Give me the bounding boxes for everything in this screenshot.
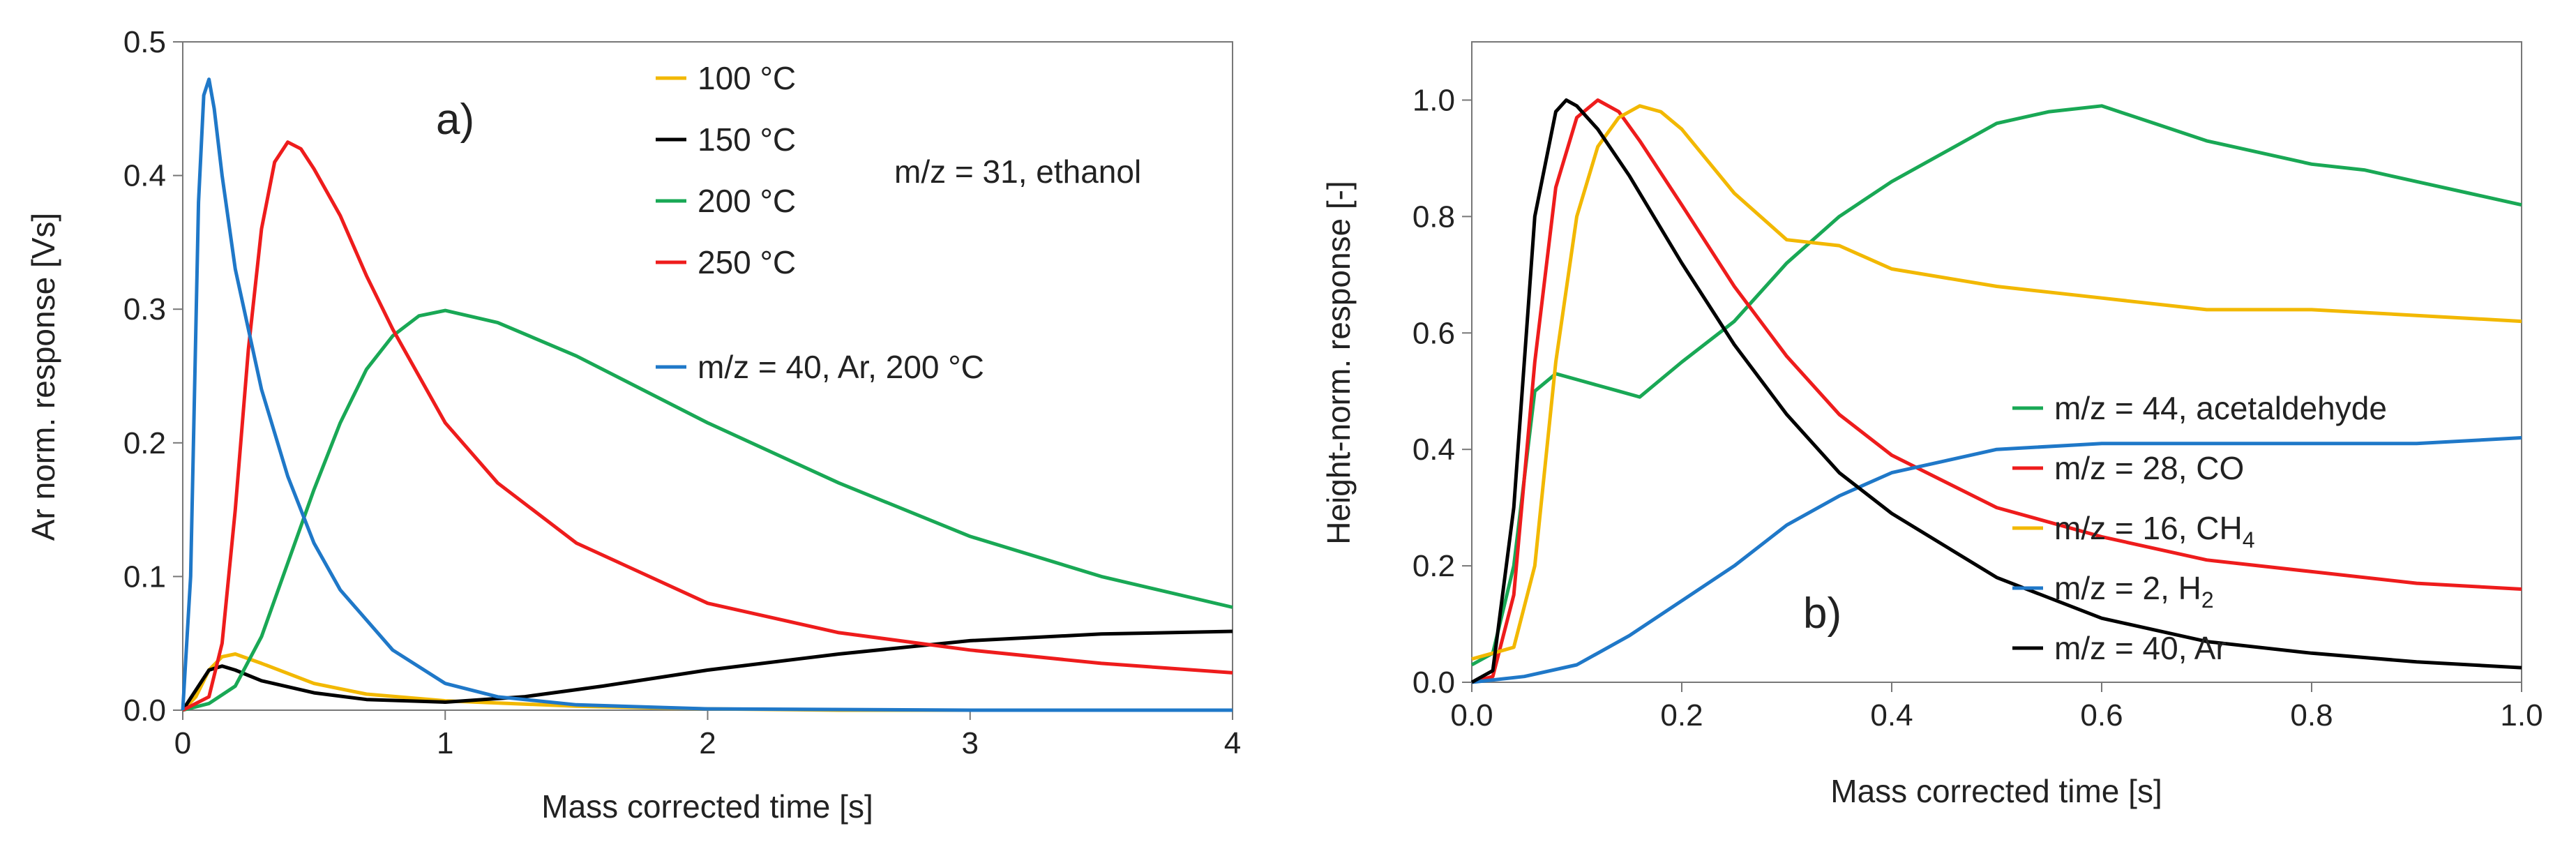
panel-a-xtick-label: 3: [962, 726, 979, 760]
panel-b-ylabel: Height-norm. response [-]: [1320, 181, 1357, 545]
legend-label-text: 200 °C: [698, 183, 796, 219]
panel-a-legend-label: 150 °C: [698, 121, 796, 158]
panel-b-legend-label: m/z = 16, CH4: [2054, 510, 2255, 553]
panel-b-xtick-label: 0.6: [2080, 698, 2123, 732]
panel-a-xtick-label: 2: [699, 726, 716, 760]
legend-label-subscript: 4: [2243, 527, 2255, 553]
legend-label-text: 150 °C: [698, 121, 796, 158]
panel-b-series-line-1: [1471, 98, 2522, 684]
panel-a-ytick-label: 0.5: [123, 25, 166, 59]
panel-b-legend-label: m/z = 44, acetaldehyde: [2054, 390, 2387, 426]
panel-a-xtick-label: 0: [174, 726, 191, 760]
legend-label-text: m/z = 16, CH: [2054, 510, 2243, 546]
panel-b-series-line-4: [1470, 98, 2522, 684]
panel-a-chart: 0 1 2 3 4 0.0 0.1 0.2 0.3 0.4 0.5 100 °C 150 °C 200 …: [25, 25, 1241, 825]
panel-b-xlabel: Mass corrected time [s]: [1830, 773, 2162, 809]
panel-a-legend-label: m/z = 40, Ar, 200 °C: [698, 349, 984, 385]
panel-b-xtick-label: 1.0: [2500, 698, 2543, 732]
legend-label-text: 100 °C: [698, 60, 796, 96]
panel-b-ytick-label: 0.2: [1413, 549, 1455, 583]
panel-a-ytick-label: 0.3: [123, 292, 166, 326]
legend-label-text: m/z = 44, acetaldehyde: [2054, 390, 2387, 426]
panel-b-series-line-0: [1470, 104, 2522, 667]
panel-a-xlabel: Mass corrected time [s]: [541, 788, 873, 825]
panel-a-series-line-1: [181, 629, 1233, 712]
panel-a-panel-label: a): [436, 96, 474, 144]
panel-b-ytick-label: 0.8: [1413, 200, 1455, 234]
panel-a-xtick-label: 1: [437, 726, 453, 760]
legend-label-text: m/z = 40, Ar, 200 °C: [698, 349, 984, 385]
panel-b-ytick-label: 0.6: [1413, 316, 1455, 350]
panel-b-xtick-label: 0.4: [1870, 698, 1913, 732]
panel-a-ylabel: Ar norm. response [Vs]: [25, 213, 61, 541]
panel-b-ytick-label: 0.4: [1413, 433, 1455, 467]
panel-b-series-line-3: [1471, 436, 2522, 684]
panel-b-legend-label: m/z = 2, H2: [2054, 570, 2214, 613]
panel-b-xtick-label: 0.0: [1450, 698, 1493, 732]
panel-a-legend-label: 250 °C: [698, 244, 796, 280]
panel-a-legend-label: 100 °C: [698, 60, 796, 96]
panel-b-panel-label: b): [1803, 589, 1841, 638]
panel-b-xtick-label: 0.2: [1660, 698, 1703, 732]
legend-label-text: m/z = 2, H: [2054, 570, 2201, 606]
panel-b-legend-label: m/z = 28, CO: [2054, 450, 2244, 486]
panel-b-xtick-label: 0.8: [2290, 698, 2333, 732]
panel-a-series-line-4: [181, 77, 1233, 712]
panel-a-legend-label: 200 °C: [698, 183, 796, 219]
panel-a-ytick-label: 0.4: [123, 159, 166, 193]
panel-a-ytick-label: 0.0: [123, 693, 166, 728]
legend-label-subscript: 2: [2201, 587, 2214, 613]
panel-b-chart: 0.0 0.2 0.4 0.6 0.8 1.0 0.0 0.2 0.4 0.6 0.8 1.0 m/z…: [1320, 41, 2543, 809]
panel-b-series-line-2: [1471, 104, 2522, 661]
panel-b-plot-frame: [1471, 41, 2522, 683]
panel-a-ytick-label: 0.1: [123, 559, 166, 594]
panel-b-ytick-label: 0.0: [1413, 666, 1455, 700]
panel-a-series-line-2: [182, 308, 1233, 712]
panel-b-legend-label: m/z = 40, Ar: [2054, 630, 2227, 666]
panel-a-annotation: m/z = 31, ethanol: [894, 153, 1141, 190]
panel-a-ytick-label: 0.2: [123, 426, 166, 460]
legend-label-text: m/z = 40, Ar: [2054, 630, 2227, 666]
panel-a-xtick-label: 4: [1224, 726, 1241, 760]
panel-a-series-line-3: [181, 140, 1233, 712]
panel-b-ytick-label: 1.0: [1413, 83, 1455, 117]
legend-label-text: m/z = 28, CO: [2054, 450, 2244, 486]
legend-label-text: 250 °C: [698, 244, 796, 280]
